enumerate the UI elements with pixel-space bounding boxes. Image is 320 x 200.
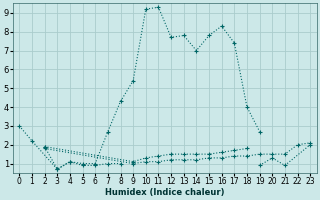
- X-axis label: Humidex (Indice chaleur): Humidex (Indice chaleur): [105, 188, 225, 197]
